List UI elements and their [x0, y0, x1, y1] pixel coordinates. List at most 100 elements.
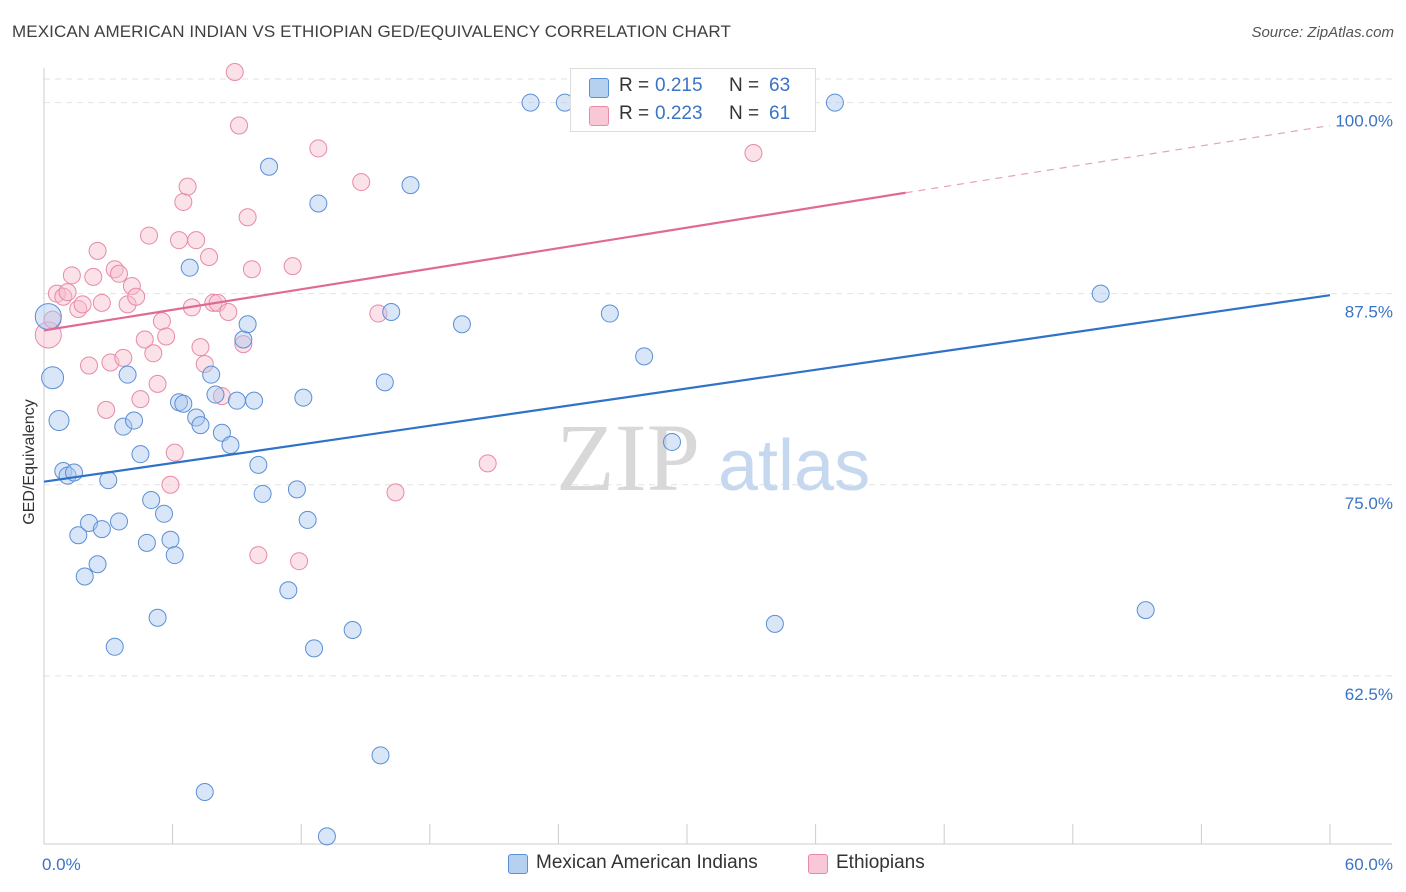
- mexican-american-indians-point: [600, 304, 619, 323]
- trend-line-pink: [43, 191, 906, 332]
- watermark-atlas: atlas: [718, 426, 870, 506]
- mexican-american-indians-point: [212, 423, 231, 442]
- ethiopians-point: [195, 354, 214, 373]
- ethiopians-point: [744, 144, 763, 163]
- mexican-american-indians-point: [452, 315, 471, 334]
- trend-lines: [43, 124, 1331, 483]
- ethiopians-point: [157, 327, 176, 346]
- mexican-american-indians-point: [287, 480, 306, 499]
- axes: [43, 68, 1392, 845]
- ethiopians-point: [369, 304, 388, 323]
- y-tick-label: 87.5%: [1345, 303, 1393, 322]
- legend-row-blue: R = 0.215 N = 63: [571, 72, 815, 100]
- mexican-american-indians-point: [148, 608, 167, 627]
- ethiopians-point: [114, 348, 133, 367]
- mexican-american-indians-point: [180, 258, 199, 277]
- ethiopians-point: [386, 483, 405, 502]
- mexican-american-indians-point: [375, 373, 394, 392]
- ethiopians-point: [144, 344, 163, 363]
- ethiopians-point: [110, 264, 129, 283]
- ethiopians-point: [191, 338, 210, 357]
- mexican-american-indians-point: [161, 530, 180, 549]
- mexican-american-indians-point: [825, 93, 844, 112]
- trend-line-blue: [43, 294, 1331, 483]
- legend-row-pink: R = 0.223 N = 61: [571, 100, 815, 128]
- ethiopians-point: [92, 293, 111, 312]
- ethiopians-point: [249, 546, 268, 565]
- mexican-american-indians-point: [662, 432, 681, 451]
- mexican-american-indians-point: [635, 347, 654, 366]
- ethiopians-point: [88, 241, 107, 260]
- ethiopians-point: [290, 552, 309, 571]
- legend-r-label: R =: [619, 75, 650, 96]
- legend-r-label: R =: [619, 103, 650, 124]
- mexican-american-indians-point: [110, 512, 129, 531]
- ethiopians-points: [34, 63, 763, 571]
- ethiopians-point: [283, 257, 302, 276]
- ethiopians-point: [170, 231, 189, 250]
- mexican-american-indians-point: [317, 827, 336, 846]
- mexican-american-indians-point: [105, 637, 124, 656]
- mexican-american-indians-point: [245, 391, 264, 410]
- mexican-american-indians-point: [765, 614, 784, 633]
- watermark-zip: ZIP: [556, 404, 700, 511]
- legend-n-label: N =: [729, 103, 760, 124]
- legend-r-value: 0.223: [655, 103, 703, 124]
- ethiopians-point: [161, 475, 180, 494]
- ethiopians-point: [238, 208, 257, 227]
- mexican-american-indians-point: [75, 567, 94, 586]
- ethiopians-point: [122, 277, 141, 296]
- ethiopians-point: [178, 177, 197, 196]
- mexican-american-indians-point: [253, 484, 272, 503]
- mexican-american-indians-point: [206, 385, 225, 404]
- legend-swatch-pink: [589, 106, 609, 126]
- mexican-american-indians-point: [1091, 284, 1110, 303]
- y-axis-label: GED/Equivalency: [21, 399, 38, 524]
- mexican-american-indians-point: [92, 520, 111, 539]
- x-tick-label: 0.0%: [42, 855, 81, 874]
- x-tick-label: 60.0%: [1345, 855, 1393, 874]
- ethiopians-point: [62, 266, 81, 285]
- ethiopians-point: [242, 260, 261, 279]
- legend-n-value: 63: [769, 75, 791, 96]
- mexican-american-indians-point: [298, 510, 317, 529]
- trend-line-pink-extension: [905, 124, 1331, 194]
- mexican-american-indians-point: [249, 455, 268, 474]
- mexican-american-indians-point: [521, 93, 540, 112]
- correlation-legend: R = 0.215 N = 63 R = 0.223 N = 61: [570, 68, 816, 132]
- ethiopians-point: [352, 173, 371, 192]
- ethiopians-point: [73, 295, 92, 314]
- bottom-legend-label: Ethiopians: [836, 852, 925, 873]
- ethiopians-point: [234, 335, 253, 354]
- mexican-american-indians-point: [114, 417, 133, 436]
- mexican-american-indians-point: [195, 783, 214, 802]
- mexican-american-indians-point: [191, 416, 210, 435]
- mexican-american-indians-point: [155, 504, 174, 523]
- mexican-american-indians-point: [131, 445, 150, 464]
- mexican-american-indians-point: [221, 436, 240, 455]
- ethiopians-point: [165, 443, 184, 462]
- ethiopians-point: [152, 312, 171, 331]
- ethiopians-point: [135, 330, 154, 349]
- y-tick-label: 62.5%: [1345, 685, 1393, 704]
- ethiopians-point: [230, 116, 249, 135]
- mexican-american-indians-point: [343, 620, 362, 639]
- mexican-american-indians-point: [371, 746, 390, 765]
- legend-swatch-blue: [589, 78, 609, 98]
- y-tick-label: 75.0%: [1345, 494, 1393, 513]
- bottom-legend-swatch-blue: [508, 854, 528, 874]
- mexican-american-indians-point: [382, 303, 401, 322]
- ethiopians-point: [80, 356, 99, 375]
- mexican-american-indians-point: [174, 394, 193, 413]
- mexican-american-indians-point: [48, 410, 70, 432]
- mexican-american-indians-point: [125, 411, 144, 430]
- mexican-american-indians-point: [202, 365, 221, 384]
- mexican-american-indians-point: [69, 526, 88, 545]
- watermark: ZIP atlas: [556, 404, 870, 511]
- mexican-american-indians-point: [238, 315, 257, 334]
- mexican-american-indians-point: [34, 303, 62, 331]
- bottom-legend-label: Mexican American Indians: [536, 852, 758, 873]
- mexican-american-indians-point: [165, 546, 184, 565]
- ethiopians-point: [225, 63, 244, 81]
